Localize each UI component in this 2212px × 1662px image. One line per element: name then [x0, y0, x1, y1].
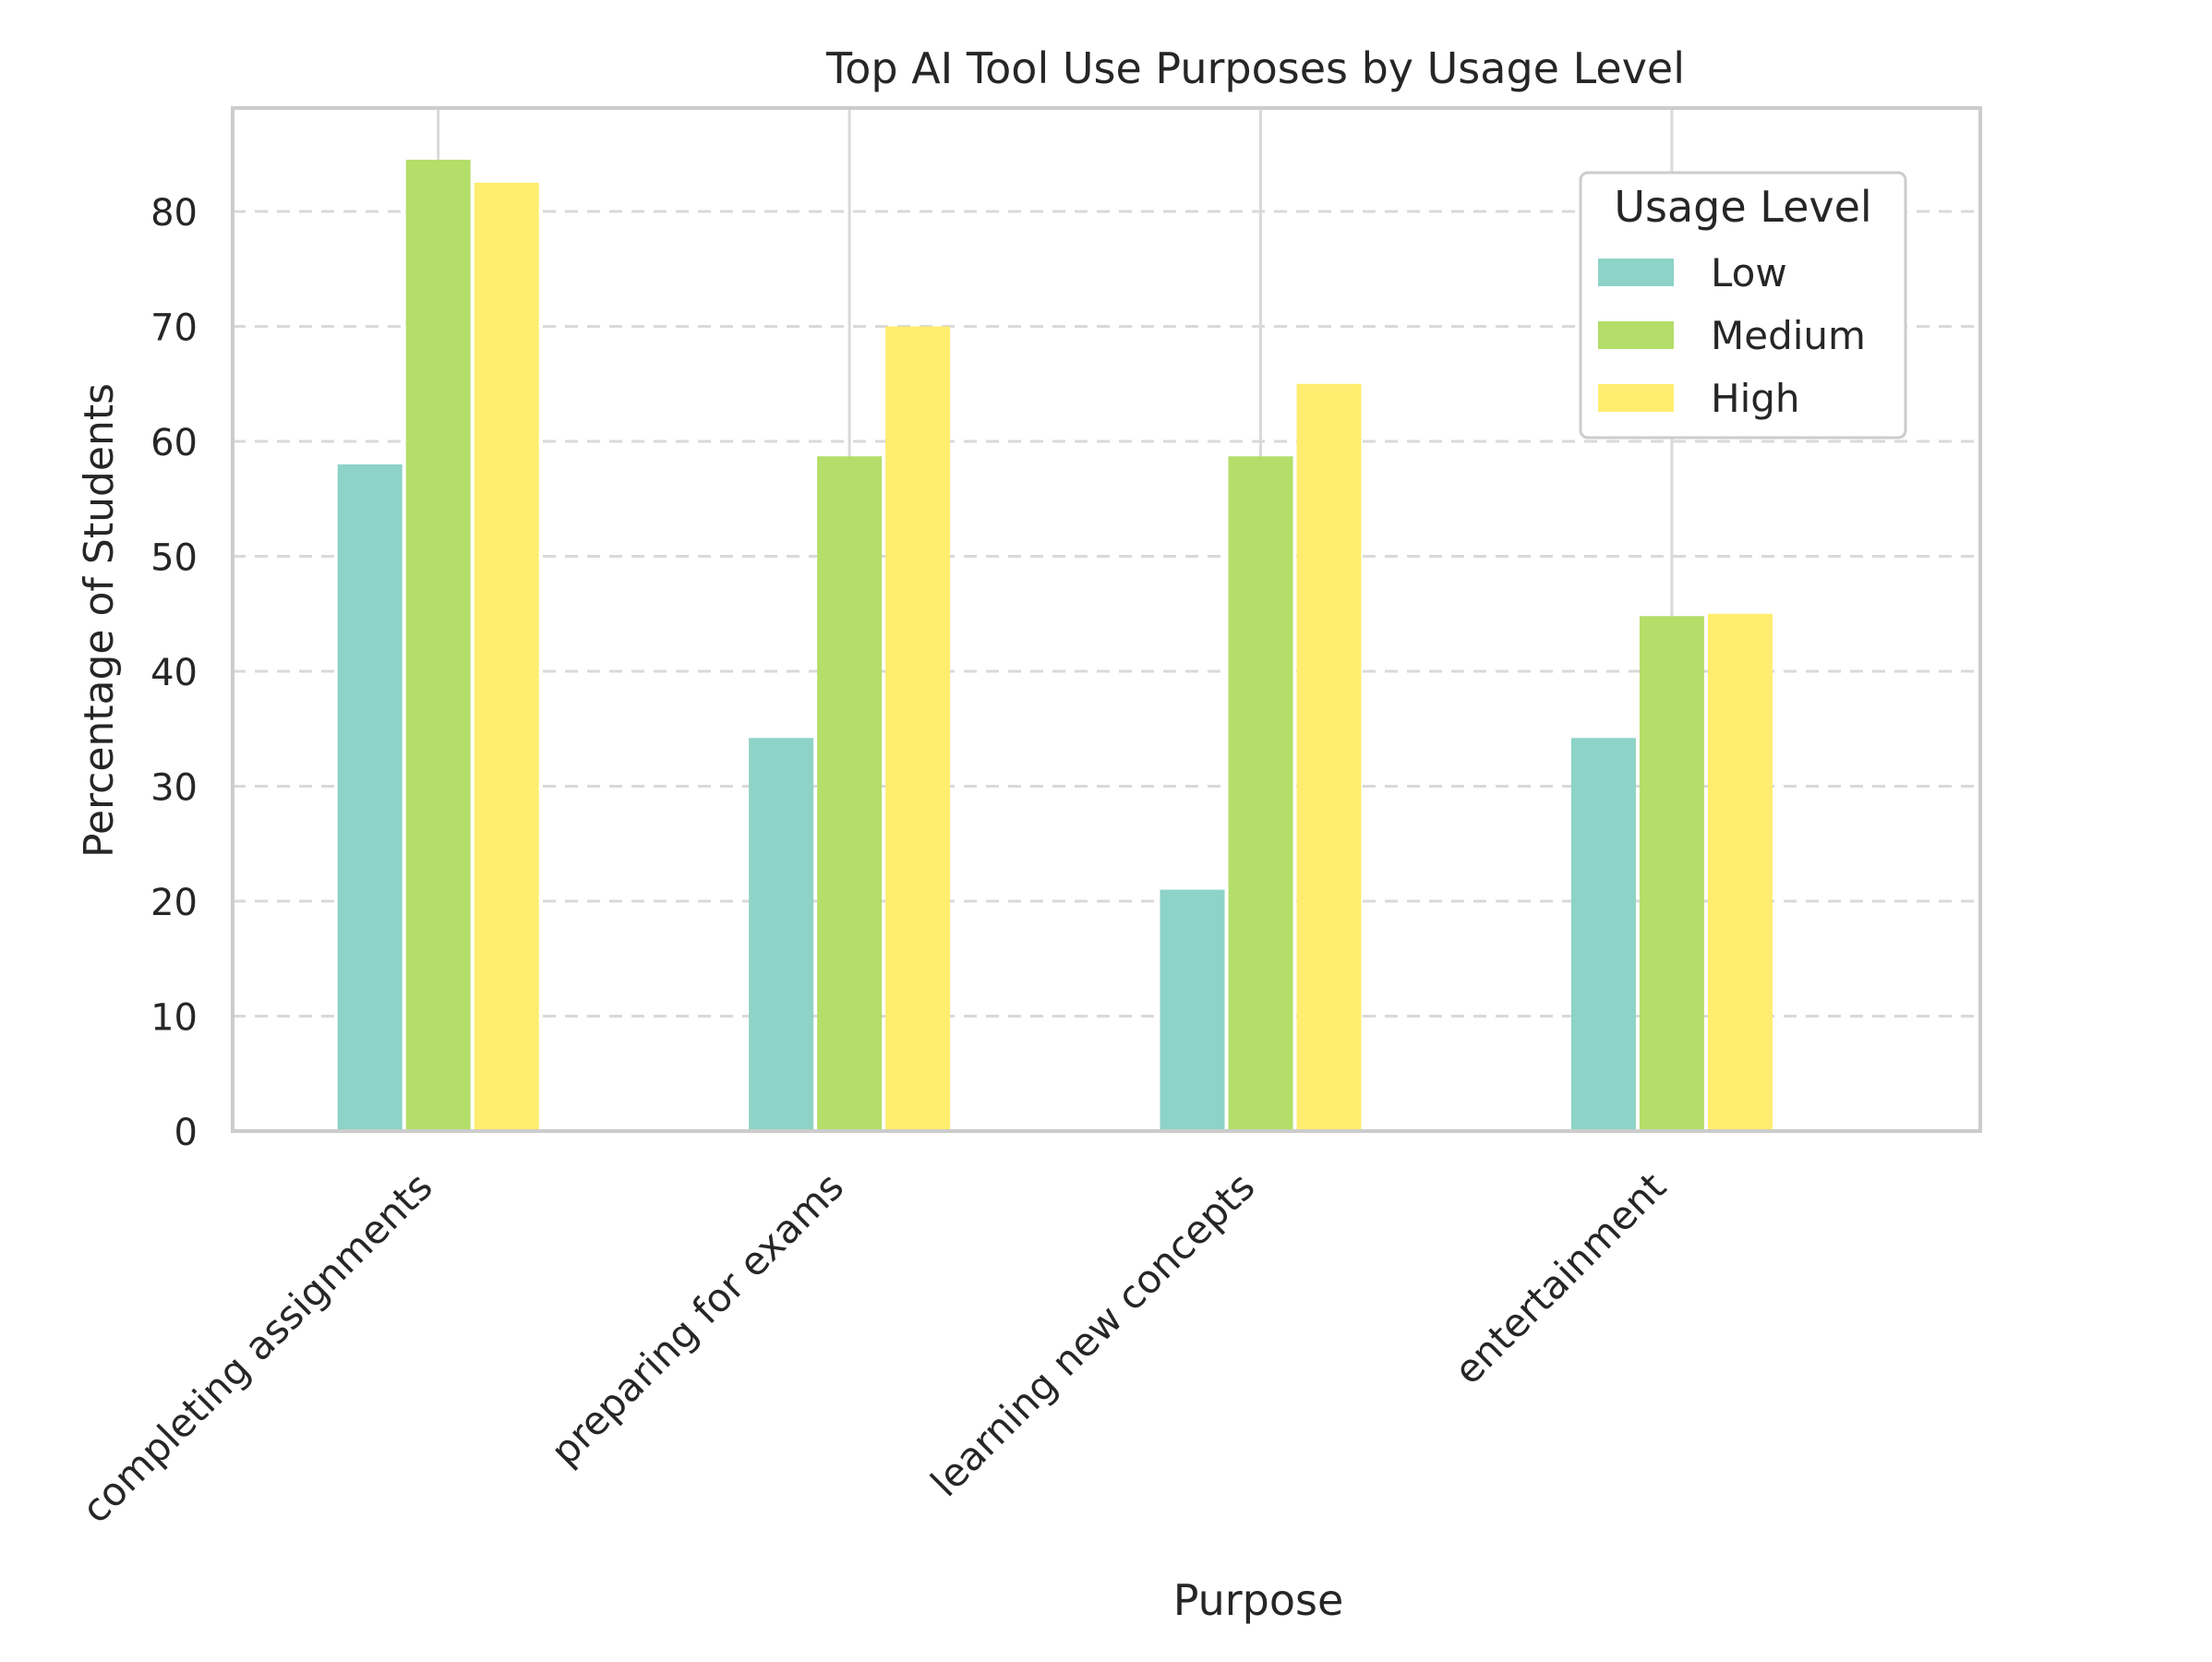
bar-high	[474, 182, 539, 1131]
y-tick-label: 80	[150, 192, 198, 235]
bar-low	[1570, 738, 1636, 1131]
plot-frame	[231, 106, 1982, 1133]
legend-items: Low Medium High	[1598, 250, 1866, 421]
bar-high	[885, 326, 951, 1132]
y-tick-label: 10	[150, 997, 198, 1040]
x-axis-label: Purpose	[1173, 1575, 1344, 1625]
legend-label-high: High	[1711, 376, 1800, 421]
bar-medium	[1228, 456, 1293, 1131]
bar-medium	[405, 160, 471, 1132]
bars	[337, 160, 1773, 1132]
y-tick-label: 40	[150, 652, 198, 694]
legend-swatch-low	[1598, 259, 1674, 286]
legend-swatch-medium	[1598, 321, 1674, 349]
legend-swatch-high	[1598, 384, 1674, 412]
bar-low	[749, 738, 814, 1131]
legend: Usage Level Low Medium High	[1579, 171, 1907, 440]
bar-low	[337, 464, 403, 1131]
y-tick-labels: 0 10 20 30 40 50 60 70 80	[150, 192, 198, 1154]
y-tick-label: 20	[150, 882, 198, 924]
y-tick-label: 0	[174, 1112, 198, 1154]
legend-label-low: Low	[1711, 250, 1787, 295]
bar-medium	[1639, 616, 1704, 1131]
y-axis-label: Percentage of Students	[76, 383, 123, 858]
legend-label-medium: Medium	[1711, 313, 1866, 358]
bar-low	[1160, 889, 1225, 1131]
bar-high	[1296, 383, 1362, 1132]
legend-title: Usage Level	[1614, 182, 1871, 232]
bar-medium	[817, 456, 883, 1131]
chart-title: Top AI Tool Use Purposes by Usage Level	[825, 43, 1685, 93]
bar-high	[1707, 613, 1773, 1131]
y-tick-label: 60	[150, 422, 198, 464]
legend-box	[1579, 171, 1907, 440]
y-tick-label: 30	[150, 767, 198, 810]
y-tick-label: 50	[150, 537, 198, 580]
y-tick-label: 70	[150, 307, 198, 350]
